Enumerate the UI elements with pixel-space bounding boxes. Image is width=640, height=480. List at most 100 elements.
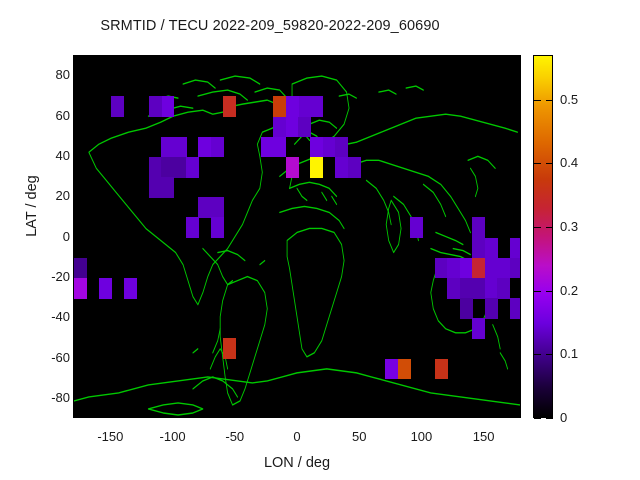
heatmap-cell <box>447 277 461 299</box>
x-axis-label: LON / deg <box>263 455 331 471</box>
heatmap-cell <box>223 338 237 360</box>
x-tick-mark <box>297 412 298 418</box>
heatmap-cell <box>347 156 361 178</box>
y-tick-label: 40 <box>55 147 70 163</box>
y-tick-mark-right <box>515 155 521 157</box>
heatmap-cell <box>161 156 175 178</box>
heatmap-cell <box>186 217 200 239</box>
heatmap-cell <box>148 96 162 118</box>
x-tick-mark <box>483 412 485 418</box>
heatmap-cell <box>459 298 473 319</box>
heatmap-cell <box>310 156 324 178</box>
y-tick-mark-right <box>515 196 521 198</box>
heatmap-cell <box>509 237 520 259</box>
y-tick-label: -60 <box>51 349 70 365</box>
heatmap-cell <box>148 156 162 178</box>
heatmap-cell <box>161 177 175 198</box>
heatmap-cell <box>98 277 112 299</box>
y-tick-label: 0 <box>62 228 70 244</box>
heatmap-cell <box>173 156 187 178</box>
colorbar-tick-mark-right <box>546 226 553 228</box>
coastline-map <box>74 75 520 416</box>
heatmap-cell <box>397 358 411 380</box>
x-tick-label: 150 <box>472 429 495 444</box>
heatmap-cell <box>273 96 287 118</box>
colorbar-tick-mark-right <box>546 290 553 292</box>
y-tick-mark-right <box>515 397 521 399</box>
x-tick-mark-top <box>359 55 361 61</box>
y-tick-mark-right <box>515 75 521 77</box>
y-tick-label: -40 <box>51 309 70 325</box>
colorbar-tick-label: 0.3 <box>560 218 579 234</box>
heatmap-cell <box>472 257 486 279</box>
x-tick-label: 50 <box>351 429 367 444</box>
heatmap-cell <box>459 277 473 299</box>
y-tick-mark-right <box>515 357 521 359</box>
colorbar-tick-label: 0.5 <box>560 91 579 107</box>
heatmap-cell <box>335 136 349 158</box>
x-tick-mark-top <box>421 55 423 61</box>
heatmap-cell <box>298 116 312 138</box>
x-tick-mark-top <box>172 55 174 61</box>
x-tick-mark-top <box>483 55 485 61</box>
y-tick-label: 20 <box>55 188 70 204</box>
heatmap-cell <box>385 358 399 380</box>
heatmap-cell <box>285 156 299 178</box>
y-tick-mark <box>73 236 79 238</box>
heatmap-cell <box>298 96 312 118</box>
heatmap-cell <box>472 277 486 299</box>
y-axis-label: LAT / deg <box>24 175 40 237</box>
heatmap-cell <box>497 257 511 279</box>
heatmap-cell <box>310 136 324 158</box>
x-tick-label: 100 <box>410 429 433 444</box>
heatmap-cell <box>472 237 486 259</box>
heatmap-cell <box>484 277 498 299</box>
heatmap-cells <box>74 56 520 417</box>
colorbar-tick-label: 0.4 <box>560 155 579 171</box>
y-tick-label: -20 <box>51 268 70 284</box>
heatmap-cell <box>198 136 212 158</box>
heatmap-cell <box>509 257 520 279</box>
colorbar-tick-mark <box>534 226 541 228</box>
x-tick-mark-top <box>297 55 298 61</box>
y-tick-mark <box>73 75 79 77</box>
heatmap-cell <box>410 217 424 239</box>
heatmap-cell <box>509 298 520 319</box>
y-tick-mark <box>73 115 79 117</box>
heatmap-cell <box>472 217 486 239</box>
x-tick-label: -150 <box>97 429 124 444</box>
heatmap-cell <box>148 177 162 198</box>
heatmap-cell <box>285 96 299 118</box>
x-tick-mark-top <box>110 55 112 61</box>
heatmap-cell <box>74 257 88 279</box>
y-tick-label: -80 <box>51 389 70 405</box>
chart-title: SRMTID / TECU 2022-209_59820-2022-209_60… <box>100 18 440 34</box>
x-tick-mark <box>110 412 112 418</box>
colorbar-tick-mark-right <box>546 354 553 356</box>
heatmap-cell <box>447 257 461 279</box>
heatmap-cell <box>223 96 237 118</box>
x-tick-mark <box>421 412 423 418</box>
heatmap-cell <box>434 257 448 279</box>
heatmap-cell <box>484 257 498 279</box>
x-tick-label: 0 <box>293 429 301 444</box>
heatmap-cell <box>310 96 324 118</box>
heatmap-cell <box>322 136 336 158</box>
heatmap-cell <box>74 277 88 299</box>
x-tick-mark-top <box>234 55 236 61</box>
heatmap-cell <box>335 156 349 178</box>
heatmap-cell <box>161 136 175 158</box>
colorbar-tick-label: 0.2 <box>560 282 579 298</box>
map-plot-area[interactable] <box>73 55 521 418</box>
y-tick-mark <box>73 357 79 359</box>
y-tick-mark <box>73 397 79 399</box>
y-tick-mark <box>73 155 79 157</box>
heatmap-cell <box>472 318 486 339</box>
heatmap-cell <box>434 358 448 380</box>
heatmap-cell <box>273 116 287 138</box>
heatmap-cell <box>186 156 200 178</box>
colorbar[interactable] <box>533 55 553 418</box>
y-tick-mark-right <box>515 236 521 238</box>
